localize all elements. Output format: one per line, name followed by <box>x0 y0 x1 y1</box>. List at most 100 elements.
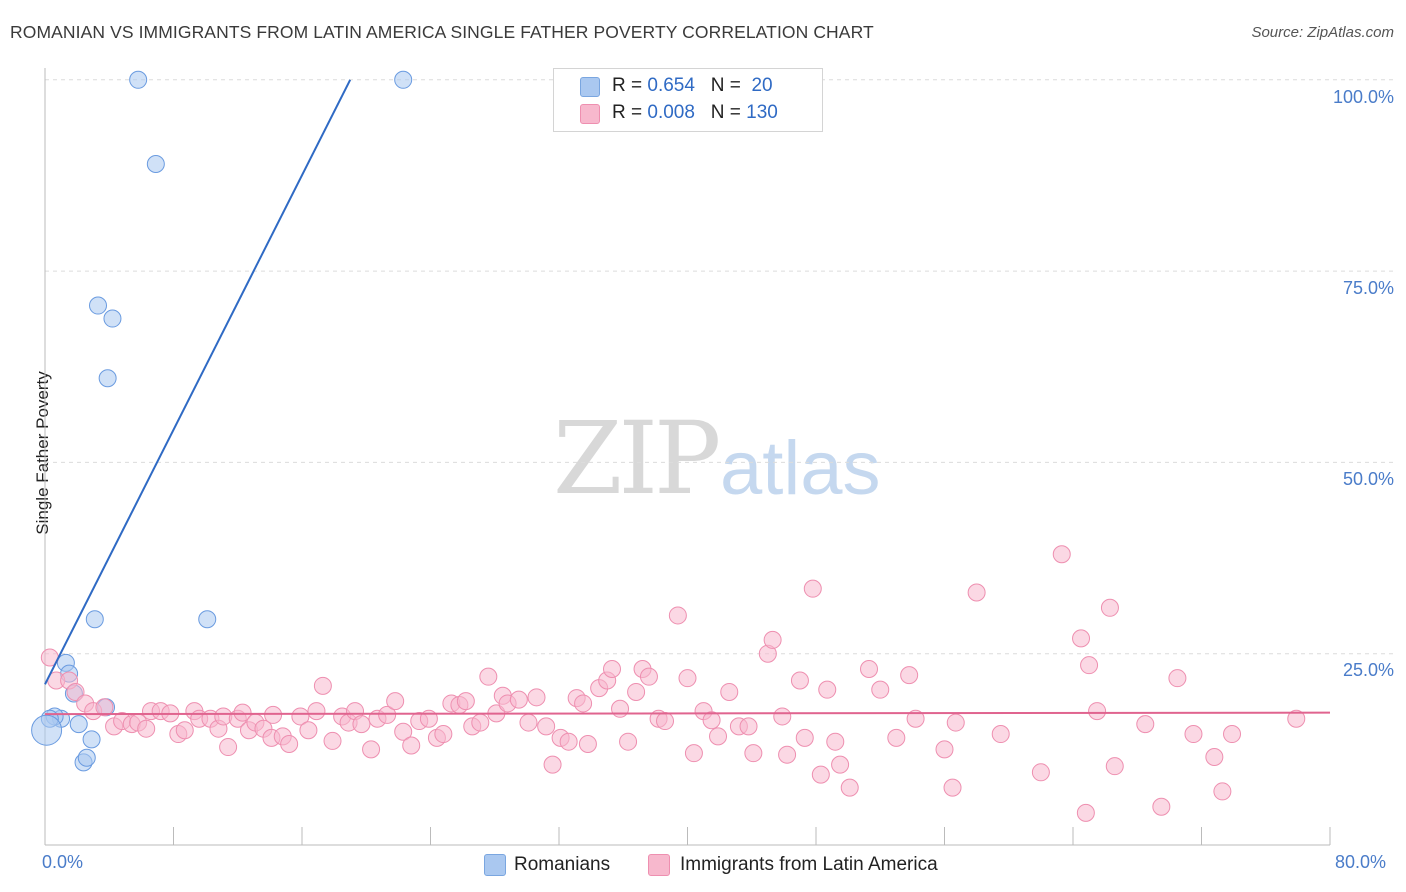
y-tick-25: 25.0% <box>1342 660 1394 680</box>
legend-swatch-romanians <box>580 77 600 97</box>
latin-point <box>1031 763 1050 782</box>
romanian-point <box>129 70 148 89</box>
latin-point <box>795 728 814 747</box>
latin-point <box>1100 598 1119 617</box>
latin-point <box>1168 669 1187 688</box>
latin-point <box>264 705 283 724</box>
chart-title: ROMANIAN VS IMMIGRANTS FROM LATIN AMERIC… <box>10 22 874 42</box>
latin-point <box>906 709 925 728</box>
romanian-trend-line <box>44 79 352 685</box>
romanian-point <box>77 748 96 767</box>
latin-point <box>967 583 986 602</box>
latin-point <box>378 705 397 724</box>
r-value-romanians: 0.654 <box>647 75 695 96</box>
latin-point <box>773 707 792 726</box>
latin-point <box>299 721 318 740</box>
n-label: N = <box>710 102 741 123</box>
latin-point <box>778 745 797 764</box>
latin-point <box>678 669 697 688</box>
latin-point <box>1205 748 1224 767</box>
latin-point <box>935 740 954 759</box>
latin-point <box>95 698 114 717</box>
latin-point <box>702 711 721 730</box>
latin-point <box>619 732 638 751</box>
latin-point <box>175 721 194 740</box>
latin-point <box>1152 797 1171 816</box>
latin-point <box>1052 545 1071 564</box>
latin-point <box>1105 757 1124 776</box>
x-tick-min: 0.0% <box>42 852 84 872</box>
romanian-point <box>85 610 104 629</box>
latin-point <box>323 731 342 750</box>
latin-point <box>352 715 371 734</box>
r-label: R = <box>612 102 643 123</box>
latin-point <box>362 740 381 759</box>
latin-point <box>527 688 546 707</box>
latin-point <box>1076 803 1095 822</box>
latin-point <box>831 755 850 774</box>
romanian-point <box>103 309 122 328</box>
latin-point <box>720 682 739 701</box>
bottom-legend-romanians: Romanians <box>514 854 611 875</box>
romanian-point <box>394 70 413 89</box>
latin-point <box>456 692 475 711</box>
n-value-latin: 130 <box>746 102 778 123</box>
latin-point <box>946 713 965 732</box>
watermark-atlas: atlas <box>720 426 881 511</box>
romanian-point <box>82 730 101 749</box>
n-label: N = <box>710 75 741 96</box>
latin-point <box>790 671 809 690</box>
romanian-point <box>69 715 88 734</box>
latin-point <box>763 630 782 649</box>
latin-point <box>803 579 822 598</box>
latin-point <box>739 717 758 736</box>
latin-point <box>386 692 405 711</box>
latin-point <box>887 728 906 747</box>
latin-point <box>479 667 498 686</box>
latin-point <box>66 682 85 701</box>
latin-point <box>219 738 238 757</box>
romanian-point <box>198 610 217 629</box>
bottom-legend-swatch-latin <box>648 854 670 876</box>
latin-point <box>1223 725 1242 744</box>
x-tick-max: 80.0% <box>1335 852 1387 872</box>
latin-point <box>684 744 703 763</box>
y-tick-50: 50.0% <box>1342 469 1394 489</box>
n-value-romanians: 20 <box>751 75 773 96</box>
latin-point <box>233 703 252 722</box>
latin-point <box>291 707 310 726</box>
latin-point <box>434 725 453 744</box>
latin-point <box>307 702 326 721</box>
romanian-point <box>98 369 117 388</box>
latin-point <box>639 667 658 686</box>
correlation-legend: R = 0.654 N = 20 R = 0.008 N = 130 <box>553 68 823 132</box>
latin-point <box>826 732 845 751</box>
romanian-point <box>31 714 63 746</box>
latin-point <box>943 778 962 797</box>
latin-point <box>1287 709 1306 728</box>
latin-point <box>471 713 490 732</box>
latin-point <box>840 778 859 797</box>
bottom-legend-swatch-romanians <box>484 854 506 876</box>
latin-point <box>574 694 593 713</box>
latin-trend-line <box>44 711 1331 716</box>
r-value-latin: 0.008 <box>647 102 695 123</box>
latin-point <box>709 727 728 746</box>
legend-row-romanians: R = 0.654 N = 20 <box>612 75 773 97</box>
latin-point <box>509 690 528 709</box>
latin-point <box>860 660 879 679</box>
legend-swatch-latin <box>580 104 600 124</box>
source-label: Source: ZipAtlas.com <box>1251 24 1394 41</box>
latin-point <box>559 732 578 751</box>
latin-point <box>991 725 1010 744</box>
bottom-legend-latin: Immigrants from Latin America <box>680 854 938 875</box>
latin-point <box>543 755 562 774</box>
latin-point <box>1080 656 1099 675</box>
latin-point <box>818 680 837 699</box>
y-tick-75: 75.0% <box>1342 278 1394 298</box>
latin-point <box>603 660 622 679</box>
latin-point <box>900 666 919 685</box>
latin-point <box>668 606 687 625</box>
latin-point <box>1072 629 1091 648</box>
